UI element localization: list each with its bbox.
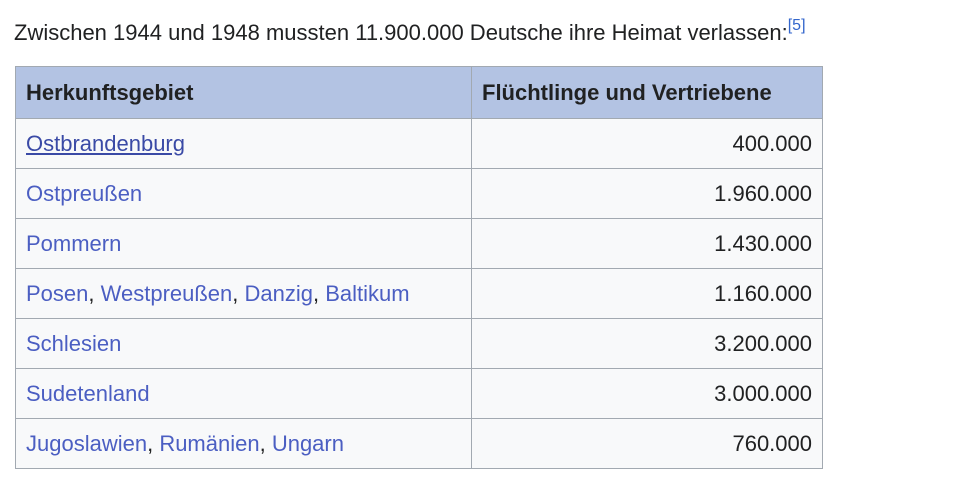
region-cell: Ostpreußen (15, 168, 472, 219)
region-link[interactable]: Schlesien (26, 330, 122, 356)
region-link[interactable]: Pommern (26, 230, 122, 256)
count-cell: 3.200.000 (471, 318, 823, 369)
table-row: Posen, Westpreußen, Danzig, Baltikum 1.16… (15, 268, 823, 319)
region-link[interactable]: Westpreußen (100, 280, 233, 306)
region-link[interactable]: Ostbrandenburg (26, 130, 185, 156)
region-link[interactable]: Baltikum (325, 280, 410, 306)
region-separator: , (313, 280, 326, 306)
region-cell: Pommern (15, 218, 472, 269)
region-link[interactable]: Jugoslawien (26, 430, 148, 456)
table-row: Schlesien 3.200.000 (15, 318, 823, 369)
intro-paragraph: Zwischen 1944 und 1948 mussten 11.900.00… (14, 18, 806, 48)
header-fluechtlinge: Flüchtlinge und Vertriebene (471, 66, 823, 119)
region-cell: Posen, Westpreußen, Danzig, Baltikum (15, 268, 472, 319)
footnote-link[interactable]: [5] (787, 17, 806, 34)
count-cell: 760.000 (471, 418, 823, 469)
region-cell: Schlesien (15, 318, 472, 369)
footnote-reference[interactable]: [5] (788, 17, 806, 34)
table-row: Sudetenland 3.000.000 (15, 368, 823, 419)
region-link[interactable]: Danzig (244, 280, 313, 306)
table-body: Ostbrandenburg 400.000 Ostpreußen 1.960.000… (15, 118, 823, 469)
region-cell: Ostbrandenburg (15, 118, 472, 169)
region-separator: , (259, 430, 272, 456)
count-cell: 400.000 (471, 118, 823, 169)
region-link[interactable]: Sudetenland (26, 380, 150, 406)
region-separator: , (88, 280, 101, 306)
region-cell: Sudetenland (15, 368, 472, 419)
region-link[interactable]: Ungarn (271, 430, 344, 456)
table-row: Ostpreußen 1.960.000 (15, 168, 823, 219)
refugees-table: Herkunftsgebiet Flüchtlinge und Vertrieb… (15, 66, 823, 469)
table-row: Ostbrandenburg 400.000 (15, 118, 823, 169)
intro-text: Zwischen 1944 und 1948 mussten 11.900.00… (14, 20, 788, 45)
region-separator: , (147, 430, 160, 456)
region-link[interactable]: Ostpreußen (26, 180, 143, 206)
count-cell: 1.430.000 (471, 218, 823, 269)
header-herkunftsgebiet: Herkunftsgebiet (15, 66, 472, 119)
region-link[interactable]: Rumänien (159, 430, 260, 456)
table-row: Jugoslawien, Rumänien, Ungarn 760.000 (15, 418, 823, 469)
region-separator: , (232, 280, 245, 306)
count-cell: 3.000.000 (471, 368, 823, 419)
count-cell: 1.960.000 (471, 168, 823, 219)
table-header-row: Herkunftsgebiet Flüchtlinge und Vertrieb… (15, 66, 823, 119)
region-cell: Jugoslawien, Rumänien, Ungarn (15, 418, 472, 469)
count-cell: 1.160.000 (471, 268, 823, 319)
region-link[interactable]: Posen (26, 280, 89, 306)
table-row: Pommern 1.430.000 (15, 218, 823, 269)
